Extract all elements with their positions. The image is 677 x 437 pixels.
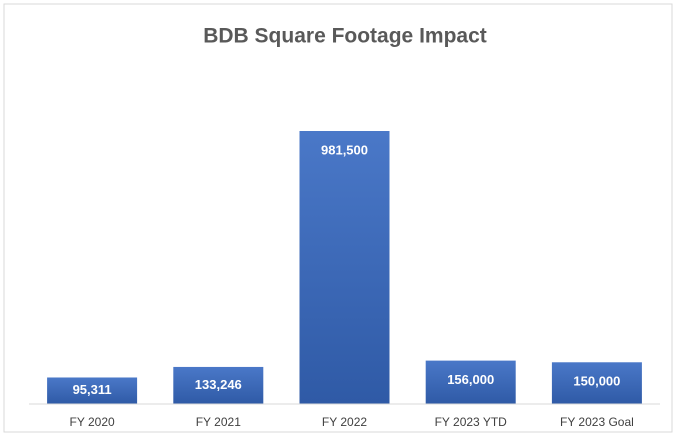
x-tick-label: FY 2020: [70, 415, 115, 429]
x-tick-label: FY 2023 YTD: [435, 415, 508, 429]
value-label: 95,311: [73, 382, 112, 397]
bar: [425, 360, 516, 404]
x-tick-label: FY 2022: [322, 415, 367, 429]
bar: [47, 377, 138, 404]
x-tick-label: FY 2023 Goal: [560, 415, 634, 429]
bar: [173, 366, 264, 404]
bar: [299, 131, 390, 404]
chart-title: BDB Square Footage Impact: [203, 25, 487, 48]
bar: [551, 362, 642, 404]
value-label: 150,000: [573, 374, 620, 389]
value-label: 981,500: [321, 142, 368, 157]
value-label: 156,000: [447, 372, 494, 387]
value-label: 133,246: [195, 377, 242, 392]
x-tick-label: FY 2021: [196, 415, 241, 429]
